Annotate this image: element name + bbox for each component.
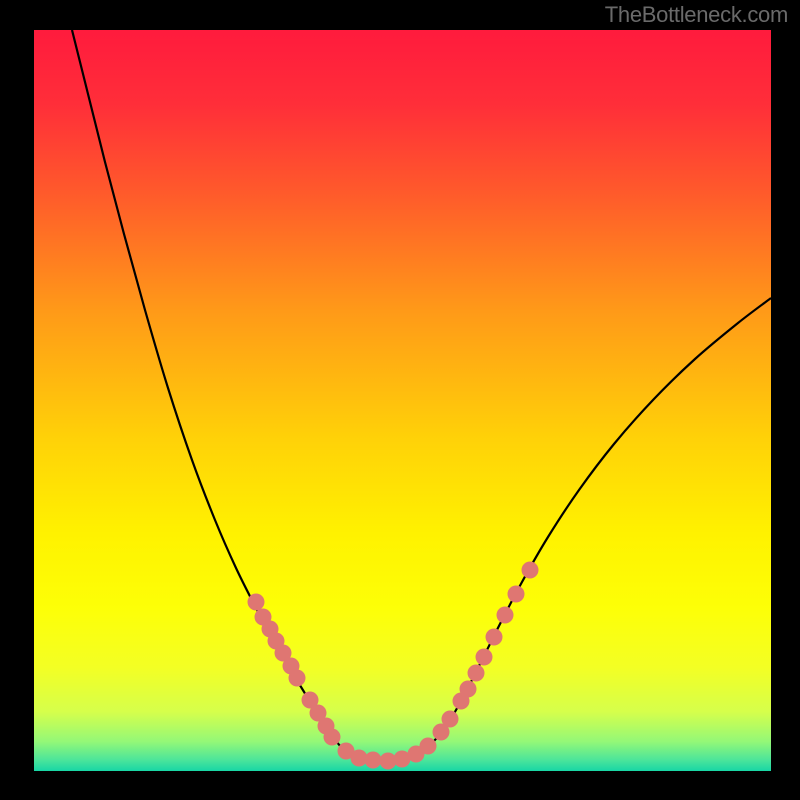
chart-frame: TheBottleneck.com	[0, 0, 800, 800]
curve-marker	[420, 738, 437, 755]
curve-marker	[476, 649, 493, 666]
curve-marker	[508, 586, 525, 603]
curve-marker	[248, 594, 265, 611]
curve-marker	[442, 711, 459, 728]
curve-marker	[522, 562, 539, 579]
curve-marker	[468, 665, 485, 682]
curve-marker	[497, 607, 514, 624]
curve-marker	[324, 729, 341, 746]
plot-background	[34, 30, 771, 771]
watermark-label: TheBottleneck.com	[605, 2, 788, 28]
curve-marker	[365, 752, 382, 769]
curve-marker	[289, 670, 306, 687]
curve-marker	[460, 681, 477, 698]
curve-marker	[486, 629, 503, 646]
bottleneck-curve-chart	[0, 0, 800, 800]
